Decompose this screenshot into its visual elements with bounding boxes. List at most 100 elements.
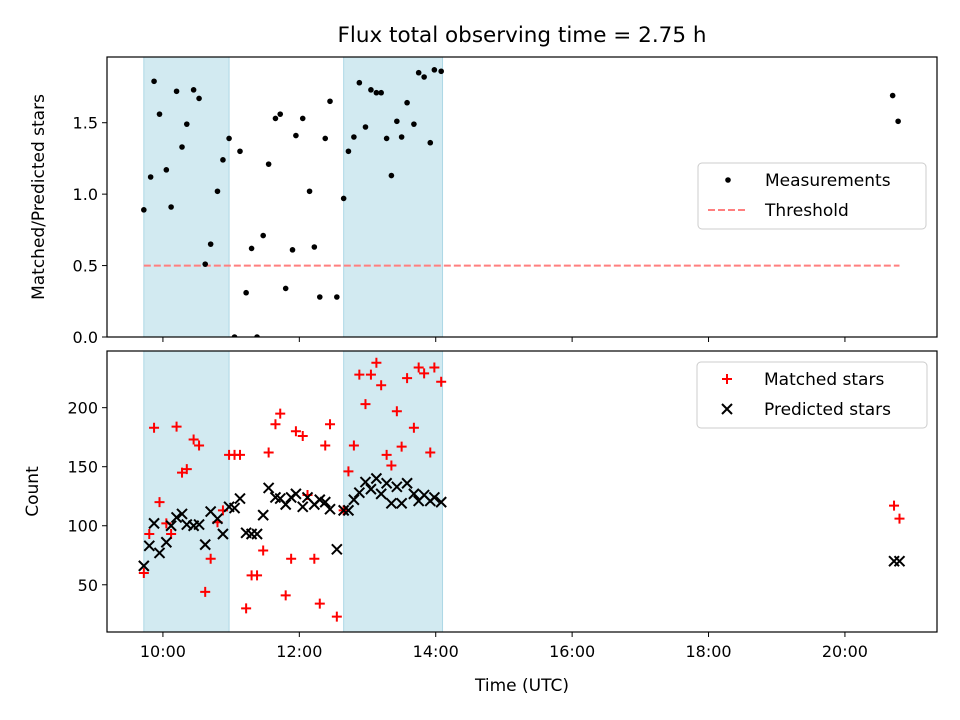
matched-star-point [297,431,308,442]
matched-star-point [429,362,440,373]
y-tick-label: 100 [67,517,98,536]
predicted-star-point [353,486,366,499]
matched-star-point [286,553,297,564]
measurement-point [207,241,214,247]
predicted-star-point [401,477,413,489]
matched-star-point [144,529,155,540]
measurement-point [231,334,238,337]
legend-matched-marker [722,374,732,384]
matched-star-point [290,426,301,437]
matched-star-point [894,513,905,524]
predicted-star-point [138,560,150,572]
measurement-point [388,172,395,179]
matched-star-point [263,447,274,458]
predicted-star-point [176,508,188,520]
matched-star-point [402,373,413,384]
matched-star-point [320,440,331,451]
predicted-star-point [348,494,360,506]
bottom-panel: 50 100 150 200 10:00 12:00 14:00 16:00 18:00 20:0… [23,350,938,661]
matched-star-point [314,598,325,609]
matched-star-point [325,419,336,430]
measurement-point [179,144,185,150]
x-tick-label: 16:00 [549,642,595,661]
predicted-star-point [297,501,309,513]
legend-box [697,162,927,230]
measurement-point [293,132,299,139]
predicted-star-point [375,488,387,500]
measurement-point [277,111,284,117]
predicted-star-point [331,543,343,556]
predicted-star-point [234,492,246,505]
measurement-point [351,134,357,140]
y-axis-label: Matched/Predicted stars [29,94,49,300]
y-tick-label: 150 [67,458,98,477]
measurement-point [356,79,363,86]
matched-star-point [354,369,365,380]
y-tick-label: 1.0 [73,185,98,204]
measurement-point [147,174,154,180]
measurement-point [243,289,249,296]
measurement-point [427,139,434,146]
predicted-star-point [279,498,292,511]
matched-star-point [138,567,149,578]
legend-label: Matched stars [764,370,884,390]
matched-star-point [331,611,342,622]
axes-frame [106,56,938,338]
predicted-star-point [211,512,224,525]
observing-band [143,57,230,337]
plot-area [138,351,906,632]
matched-star-point [200,586,211,597]
matched-star-point [181,464,192,475]
matched-star-point [365,369,376,380]
measurement-point [183,121,190,127]
observing-band [143,351,230,632]
measurement-point [260,232,266,239]
predicted-star-point [170,511,183,524]
measurement-point [383,135,390,142]
legend-predicted-marker [721,403,733,415]
legend-measurement-marker [725,177,731,183]
predicted-star-point [324,503,336,515]
predicted-star-point [165,520,177,532]
predicted-star-point [262,482,275,494]
measurement-point [306,188,313,195]
measurement-point [411,121,417,127]
predicted-star-point [337,504,350,517]
axes-frame [106,350,938,633]
matched-star-point [436,376,447,387]
predicted-star-point [143,540,155,552]
matched-star-point [419,368,430,379]
x-tick-label: 18:00 [685,642,731,661]
measurement-point [289,247,296,253]
top-panel: 0.0 0.5 1.0 1.5 Matched/Predicted stars Measu… [29,56,938,347]
predicted-star-point [251,528,263,540]
measurement-point [163,167,170,173]
plot-area [141,57,901,337]
legend-label: Measurements [765,171,891,191]
measurement-point [190,87,197,93]
predicted-star-point [342,504,355,517]
x-tick-label: 12:00 [276,642,322,661]
measurement-point [334,294,340,300]
matched-star-point [396,441,407,452]
predicted-star-point [199,538,211,551]
matched-star-point [343,466,354,477]
measurement-point [173,88,180,95]
matched-star-point [425,447,436,458]
legend: Measurements Threshold [697,162,927,230]
matched-star-point [194,440,205,451]
legend: Matched stars Predicted stars [696,361,928,429]
matched-star-point [408,422,419,433]
measurement-point [141,207,147,213]
measurement-point [415,69,422,76]
matched-star-point [171,421,182,432]
matched-star-point [234,449,245,460]
measurement-point [272,115,279,122]
matched-star-point [280,590,291,601]
measurement-point [368,87,374,93]
measurement-point [254,334,260,337]
matched-star-point [149,422,160,433]
measurement-point [378,89,384,96]
predicted-star-point [365,483,377,495]
